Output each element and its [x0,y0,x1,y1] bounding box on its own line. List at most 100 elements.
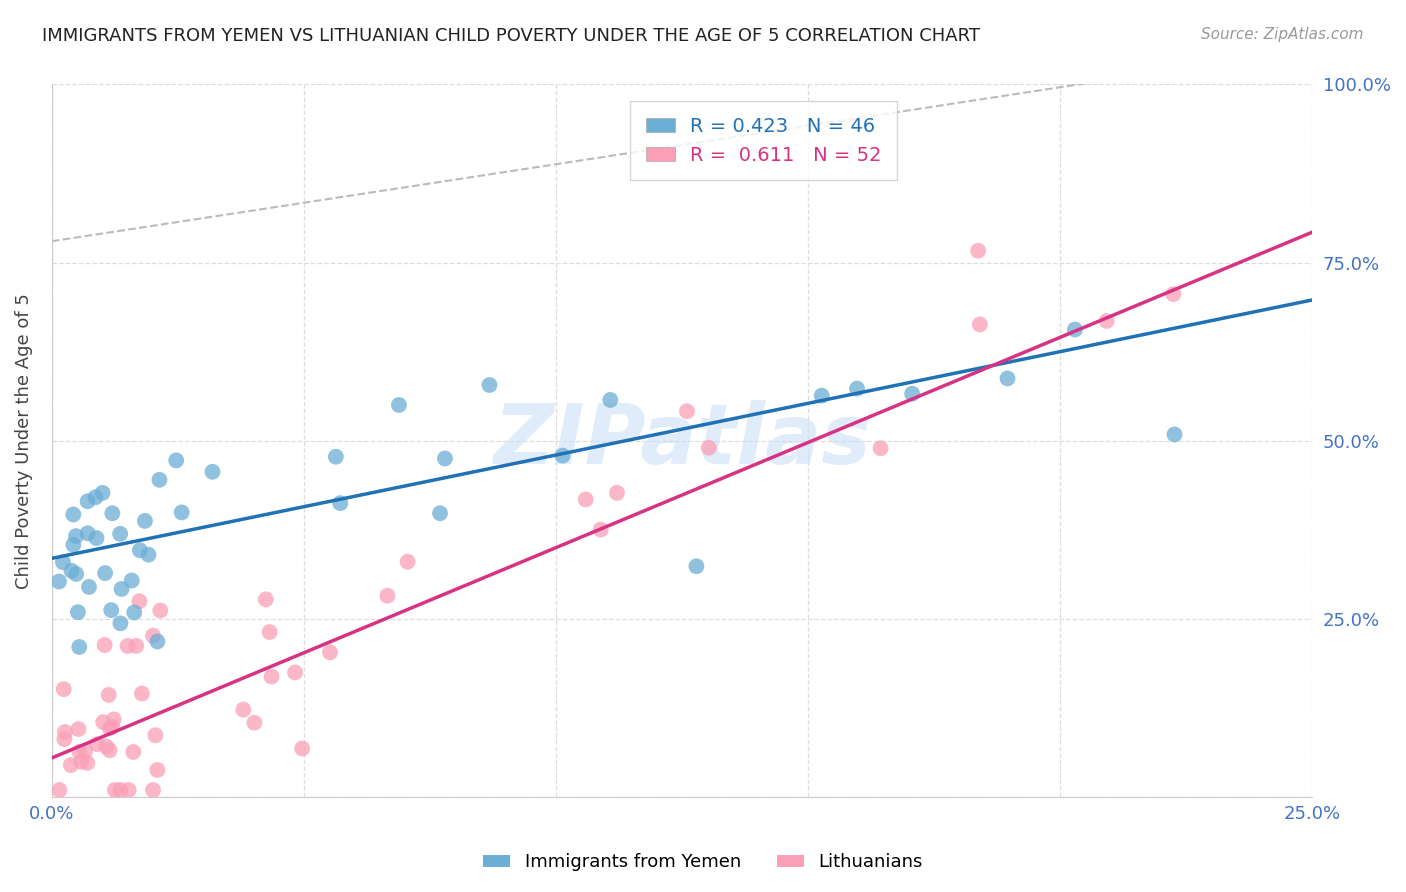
Point [98,721,121,735]
Point [388,398,411,412]
Point [62,538,84,552]
Point [125,639,148,653]
Point [53,725,76,739]
Point [142,783,165,797]
Point [122,745,145,759]
Point [997,371,1019,385]
Point [232,703,254,717]
Point [86,737,108,751]
Point [589,523,612,537]
Point [128,594,150,608]
Point [67,640,90,654]
Point [142,629,165,643]
Point [67,722,90,736]
Point [165,453,187,467]
Point [86,531,108,545]
Point [284,665,307,680]
Point [98,743,121,757]
Point [201,465,224,479]
Point [325,450,347,464]
Point [118,783,141,797]
Point [259,625,281,640]
Point [108,526,131,541]
Point [676,404,699,418]
Point [53,732,76,747]
Point [396,555,419,569]
Point [59,758,82,772]
Point [62,508,84,522]
Point [170,505,193,519]
Point [60,564,83,578]
Point [1163,287,1185,301]
Point [254,592,277,607]
Point [76,526,98,541]
Point [96,739,118,754]
Point [97,688,120,702]
Point [846,382,869,396]
Point [76,494,98,508]
Point [48,574,70,589]
Point [149,603,172,617]
Point [606,486,628,500]
Point [329,496,352,510]
Point [84,490,107,504]
Point [146,634,169,648]
Point [148,473,170,487]
Point [66,605,89,619]
Point [91,486,114,500]
Point [901,386,924,401]
Point [76,756,98,770]
Point [121,574,143,588]
Point [110,616,132,631]
Point [478,378,501,392]
Point [75,744,97,758]
Point [291,741,314,756]
Point [117,639,139,653]
Text: IMMIGRANTS FROM YEMEN VS LITHUANIAN CHILD POVERTY UNDER THE AGE OF 5 CORRELATION: IMMIGRANTS FROM YEMEN VS LITHUANIAN CHIL… [42,27,980,45]
Point [260,670,283,684]
Point [65,529,87,543]
Point [599,392,621,407]
Point [1163,427,1185,442]
Point [551,449,574,463]
Point [969,318,991,332]
Legend: R = 0.423   N = 46, R =  0.611   N = 52: R = 0.423 N = 46, R = 0.611 N = 52 [630,102,897,180]
Point [377,589,399,603]
Point [104,783,127,797]
Point [131,687,153,701]
Legend: Immigrants from Yemen, Lithuanians: Immigrants from Yemen, Lithuanians [475,847,931,879]
Point [52,555,75,569]
Point [101,720,124,734]
Point [869,442,891,456]
Y-axis label: Child Poverty Under the Age of 5: Child Poverty Under the Age of 5 [15,293,32,589]
Point [243,715,266,730]
Point [575,492,598,507]
Point [1095,314,1118,328]
Point [810,389,832,403]
Point [319,645,342,659]
Point [143,728,166,742]
Point [697,441,720,455]
Point [91,715,114,730]
Point [110,783,132,797]
Point [138,548,160,562]
Point [93,638,115,652]
Point [52,682,75,697]
Point [124,606,146,620]
Point [967,244,990,258]
Point [129,543,152,558]
Point [70,755,93,769]
Point [103,712,125,726]
Point [433,451,456,466]
Point [1064,322,1087,336]
Point [146,763,169,777]
Point [429,506,451,520]
Point [48,783,70,797]
Point [685,559,707,574]
Point [65,566,87,581]
Point [101,506,124,520]
Point [100,603,122,617]
Point [67,745,90,759]
Text: ZIPatlas: ZIPatlas [494,401,870,482]
Point [110,582,132,596]
